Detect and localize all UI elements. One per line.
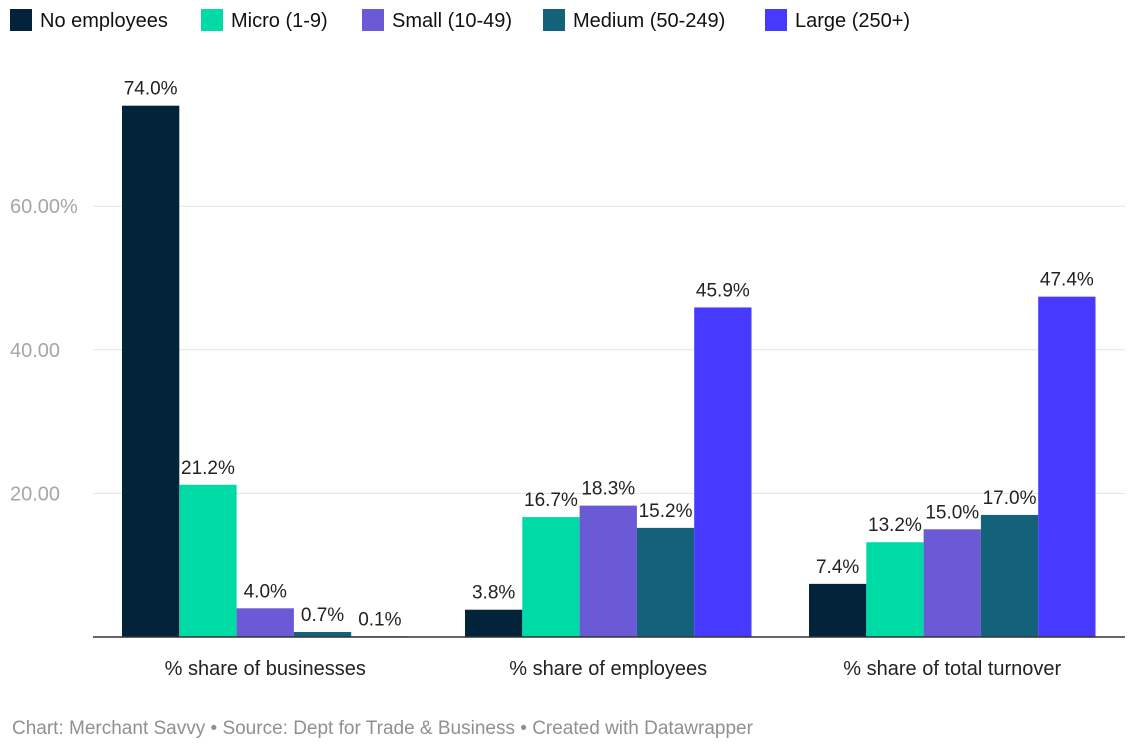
bar: [636, 527, 695, 637]
data-label: 16.7%: [524, 490, 578, 511]
legend-swatch: [765, 9, 787, 31]
data-label: 47.4%: [1040, 270, 1094, 291]
legend-swatch: [362, 9, 384, 31]
data-label: 15.0%: [925, 502, 979, 523]
data-label: 4.0%: [244, 581, 287, 602]
bar: [293, 631, 352, 637]
gridlines: 20.00 40.00 60.00%: [10, 196, 1125, 505]
bar: [923, 529, 981, 637]
legend-item: Medium (50-249): [543, 9, 725, 32]
legend-item: Micro (1-9): [201, 9, 328, 32]
x-tick-label: % share of businesses: [165, 658, 366, 680]
legend-label: No employees: [40, 10, 168, 32]
bar: [866, 542, 924, 637]
legend-label: Small (10-49): [392, 10, 512, 32]
legend-swatch: [543, 9, 565, 31]
data-label: 0.7%: [301, 605, 344, 626]
data-label: 21.2%: [181, 458, 235, 479]
bar: [694, 307, 752, 637]
bar: [980, 514, 1039, 637]
data-label: 18.3%: [581, 479, 635, 500]
data-label: 3.8%: [472, 583, 515, 604]
category-labels: % share of businesses % share of employee…: [165, 658, 1062, 680]
y-tick-label: 40.00: [10, 340, 60, 362]
legend: No employees Micro (1-9) Small (10-49) Medi…: [10, 9, 910, 32]
x-tick-label: % share of total turnover: [843, 658, 1061, 680]
legend-label: Large (250+): [795, 10, 910, 32]
bar: [179, 484, 237, 637]
data-label: 15.2%: [639, 501, 693, 522]
bar: [809, 583, 867, 637]
bar: [522, 517, 580, 637]
legend-label: Micro (1-9): [231, 10, 328, 32]
legend-item: No employees: [10, 9, 168, 32]
legend-label: Medium (50-249): [573, 10, 725, 32]
data-label: 17.0%: [983, 488, 1037, 509]
value-labels: 74.0% 21.2% 4.0% 0.7% 0.1% 3.8% 16.7%18.3%15.2…: [124, 79, 1094, 631]
bar: [465, 609, 523, 637]
legend-swatch: [201, 9, 223, 31]
x-tick-label: % share of employees: [509, 658, 707, 680]
y-tick-label: 20.00: [10, 483, 60, 505]
data-label: 45.9%: [696, 280, 750, 301]
chart-footer: Chart: Merchant Savvy • Source: Dept for…: [12, 718, 754, 739]
data-label: 7.4%: [816, 557, 859, 578]
y-tick-label: 60.00%: [10, 196, 78, 218]
data-label: 13.2%: [868, 515, 922, 536]
data-label: 0.1%: [358, 609, 401, 630]
bar: [1038, 296, 1096, 637]
bar: [122, 105, 180, 638]
legend-item: Large (250+): [765, 9, 910, 32]
data-label: 74.0%: [124, 79, 178, 100]
legend-item: Small (10-49): [362, 9, 512, 32]
legend-swatch: [10, 9, 32, 31]
bar: [236, 608, 294, 637]
bar: [579, 505, 637, 637]
bars: [122, 105, 1096, 638]
